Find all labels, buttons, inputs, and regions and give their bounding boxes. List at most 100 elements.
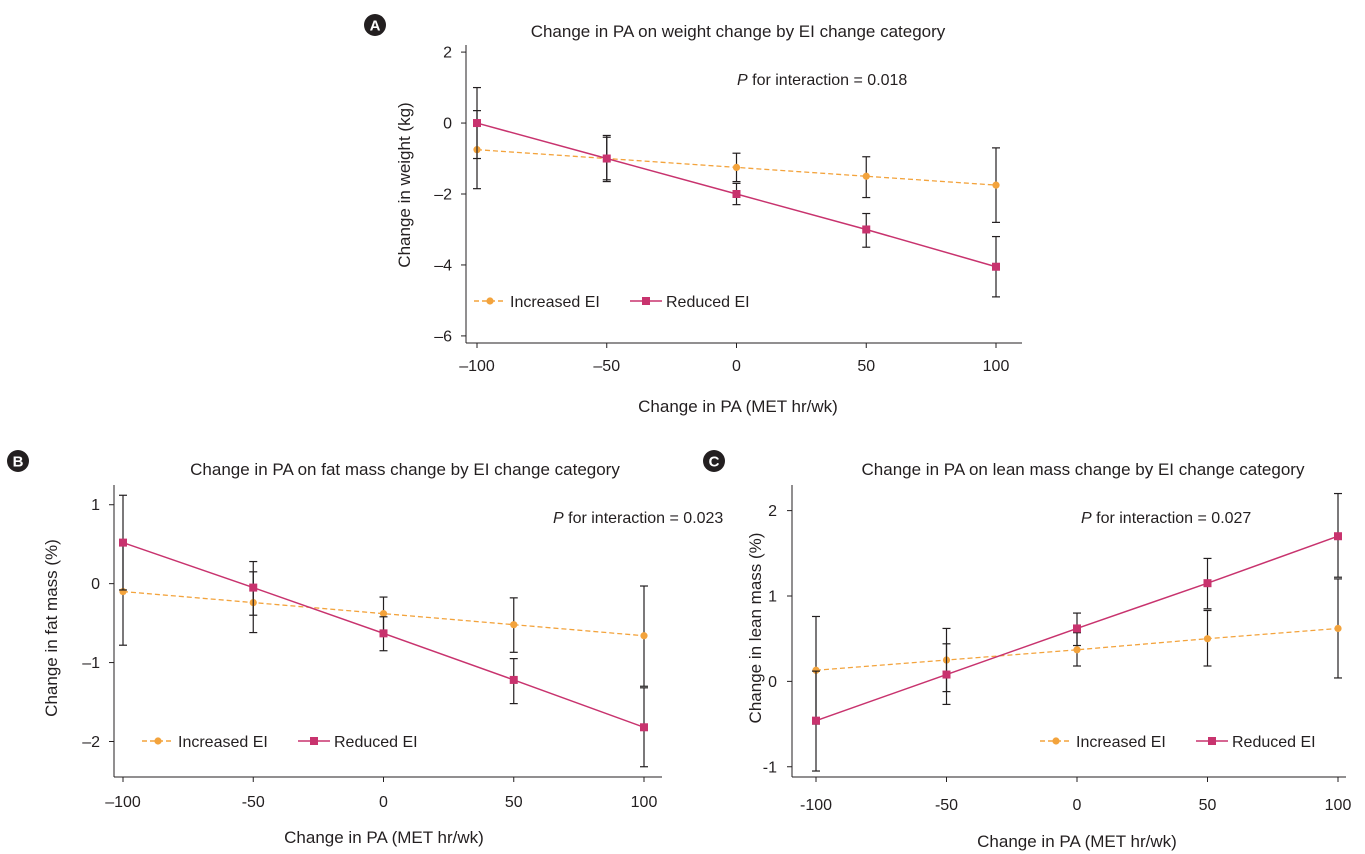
data-point	[812, 666, 820, 674]
series-reduced-ei	[119, 494, 648, 768]
data-point	[119, 538, 127, 547]
y-tick-label: –2	[82, 734, 100, 751]
x-tick-label: –100	[459, 358, 495, 375]
x-tick-label: 0	[732, 358, 741, 375]
panel-a: A Change in PA on weight change by EI cha…	[364, 14, 1022, 416]
x-axis-label: Change in PA (MET hr/wk)	[977, 832, 1177, 851]
x-tick-label: 0	[1073, 797, 1082, 814]
y-axis-label: Change in weight (kg)	[395, 102, 414, 267]
legend: Increased EI Reduced EI	[474, 294, 750, 311]
data-point	[862, 172, 870, 180]
x-axis-label: Change in PA (MET hr/wk)	[638, 397, 838, 416]
y-tick-label: –4	[434, 257, 452, 274]
y-tick-label: 2	[768, 503, 777, 520]
data-point	[510, 621, 518, 629]
data-point	[602, 154, 611, 163]
legend-label: Reduced EI	[334, 734, 418, 751]
interaction-p-annotation: P for interaction = 0.023	[553, 510, 723, 527]
y-tick-label: 1	[768, 588, 777, 605]
y-tick-label: 0	[91, 576, 100, 593]
legend-marker	[642, 297, 650, 305]
y-tick-label: –6	[434, 328, 452, 345]
x-tick-label: -100	[800, 797, 832, 814]
data-point	[1203, 579, 1212, 588]
data-point	[812, 716, 820, 725]
x-tick-label: 100	[1325, 797, 1352, 814]
legend-marker	[486, 297, 494, 305]
legend-label: Increased EI	[510, 294, 600, 311]
chart-title: Change in PA on fat mass change by EI ch…	[190, 460, 620, 479]
panel-badge-label: C	[709, 454, 720, 471]
series-line	[815, 627, 1339, 671]
series-increased-ei	[473, 110, 1000, 223]
data-point	[862, 225, 871, 234]
data-point	[732, 190, 741, 198]
panel-badge-circle	[7, 450, 29, 472]
legend-label: Increased EI	[1076, 734, 1166, 751]
panel-b: B Change in PA on fat mass change by EI c…	[7, 450, 723, 847]
chart-title: Change in PA on weight change by EI chan…	[531, 22, 946, 41]
data-point	[1073, 624, 1081, 633]
x-tick-label: 0	[379, 794, 388, 811]
p-value-text: for interaction = 0.023	[564, 510, 724, 527]
x-tick-label: 50	[857, 358, 875, 375]
legend-marker	[1208, 737, 1216, 745]
y-tick-label: 1	[91, 497, 100, 514]
series-increased-ei	[119, 539, 648, 687]
y-tick-label: 0	[768, 674, 777, 691]
legend-marker	[310, 737, 318, 745]
legend: Increased EI Reduced EI	[1040, 734, 1316, 751]
data-point	[1073, 646, 1081, 654]
p-value-text: for interaction = 0.027	[1092, 510, 1252, 527]
y-tick-label: –1	[82, 655, 100, 672]
data-point	[640, 723, 648, 732]
data-point	[473, 119, 481, 128]
x-tick-label: 100	[983, 358, 1010, 375]
y-tick-label: 0	[443, 116, 452, 133]
y-axis-label: Change in lean mass (%)	[746, 533, 765, 724]
x-tick-label: 100	[631, 794, 658, 811]
x-tick-label: -50	[935, 797, 958, 814]
x-tick-label: –100	[105, 794, 141, 811]
panel-badge-circle	[703, 450, 725, 472]
panel-badge-label: B	[13, 454, 24, 471]
x-axis-label: Change in PA (MET hr/wk)	[284, 828, 484, 847]
x-tick-label: –50	[593, 358, 620, 375]
p-symbol: P	[553, 510, 564, 527]
interaction-p-annotation: P for interaction = 0.018	[737, 72, 907, 89]
p-symbol: P	[1081, 510, 1092, 527]
legend-label: Reduced EI	[666, 294, 750, 311]
legend-label: Reduced EI	[1232, 734, 1316, 751]
data-point	[732, 163, 741, 171]
panel-badge-circle	[364, 14, 386, 36]
data-point	[379, 629, 388, 638]
panel-badge-label: A	[370, 18, 381, 35]
x-tick-label: -50	[242, 794, 265, 811]
chart-title: Change in PA on lean mass change by EI c…	[862, 460, 1305, 479]
data-point	[249, 583, 258, 592]
data-point	[640, 632, 648, 640]
y-axis-label: Change in fat mass (%)	[42, 539, 61, 717]
y-tick-label: –2	[434, 187, 452, 204]
y-tick-label: -1	[763, 759, 777, 776]
y-tick-label: 2	[443, 45, 452, 62]
legend-marker	[154, 737, 162, 745]
data-point	[992, 262, 1000, 271]
interaction-p-annotation: P for interaction = 0.027	[1081, 510, 1251, 527]
data-point	[1334, 624, 1342, 633]
data-point	[379, 610, 388, 618]
series-reduced-ei	[473, 86, 1000, 298]
p-symbol: P	[737, 72, 748, 89]
x-tick-label: 50	[505, 794, 523, 811]
data-point	[1334, 532, 1342, 541]
x-tick-label: 50	[1199, 797, 1217, 814]
legend: Increased EI Reduced EI	[142, 734, 418, 751]
data-point	[992, 181, 1000, 189]
data-point	[942, 670, 951, 679]
legend-marker	[1052, 737, 1060, 745]
data-point	[1203, 635, 1212, 643]
data-point	[509, 675, 518, 684]
p-value-text: for interaction = 0.018	[748, 72, 908, 89]
series-increased-ei	[812, 578, 1342, 725]
